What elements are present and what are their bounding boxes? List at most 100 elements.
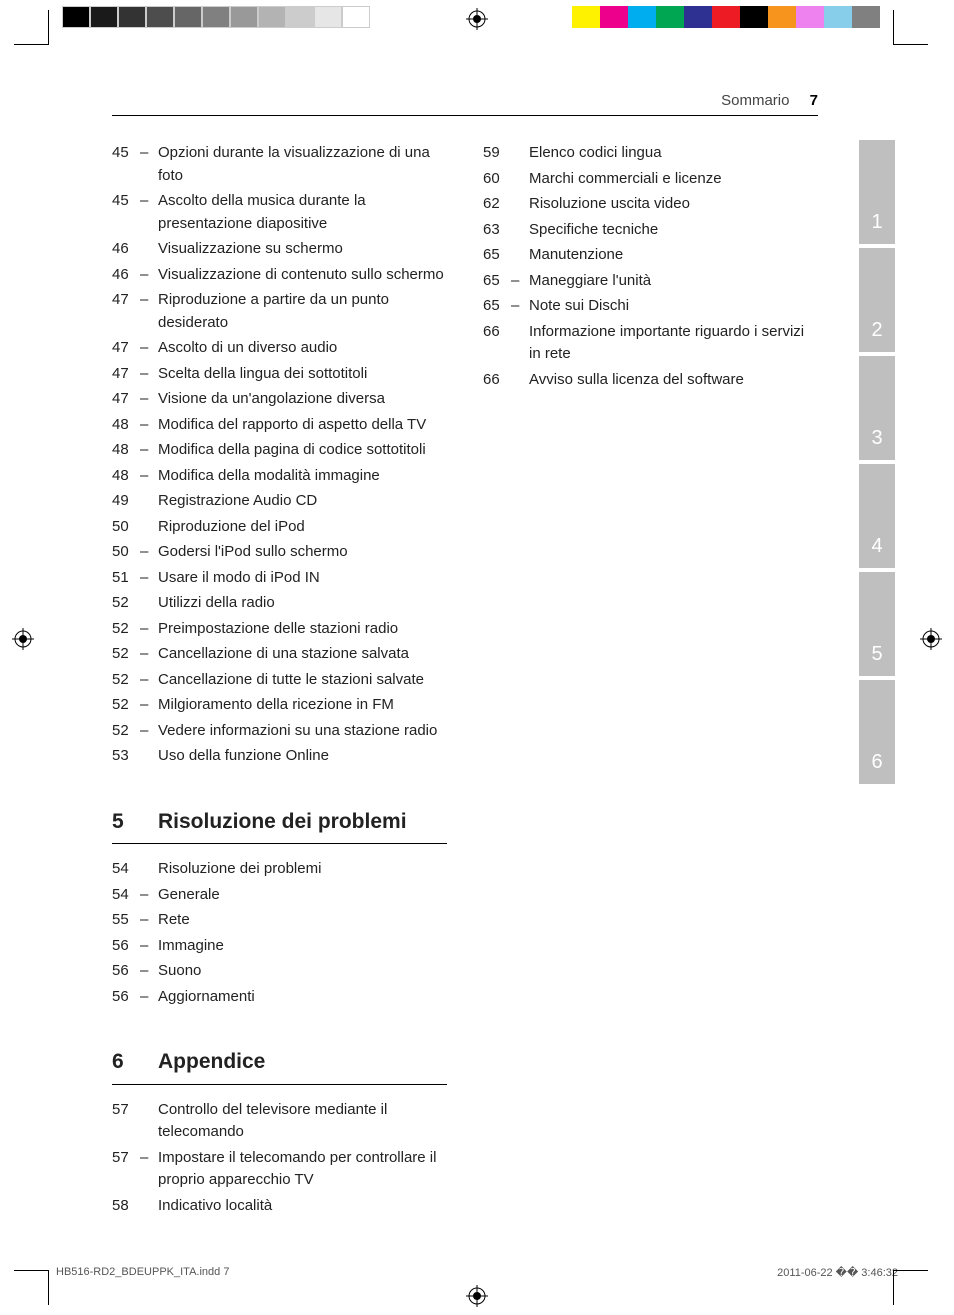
header-label: Sommario [721, 92, 789, 109]
toc-item: 56–Suono [112, 960, 447, 983]
toc-page-number: 52 [112, 694, 140, 717]
toc-text: Uso della funzione Online [158, 745, 447, 768]
toc-dash: – [511, 295, 529, 318]
toc-item: 57–Impostare il telecomando per controll… [112, 1147, 447, 1192]
registration-mark-icon [920, 628, 942, 650]
toc-item: 52–Vedere informazioni su una stazione r… [112, 720, 447, 743]
toc-dash: – [140, 618, 158, 641]
color-bar [572, 6, 880, 28]
toc-text: Preimpostazione delle stazioni radio [158, 618, 447, 641]
toc-page-number: 51 [112, 567, 140, 590]
toc-page-number: 52 [112, 618, 140, 641]
toc-item: 48–Modifica della pagina di codice sotto… [112, 439, 447, 462]
toc-dash: – [140, 1147, 158, 1192]
toc-dash: – [511, 270, 529, 293]
chapter-tab: 4 [859, 464, 895, 568]
section-heading: 5Risoluzione dei problemi [112, 806, 447, 845]
toc-text: Specifiche tecniche [529, 219, 818, 242]
toc-item: 52–Cancellazione di tutte le stazioni sa… [112, 669, 447, 692]
toc-item: 47–Riproduzione a partire da un punto de… [112, 289, 447, 334]
toc-item: 54–Generale [112, 884, 447, 907]
toc-page-number: 58 [112, 1195, 140, 1218]
toc-page-number: 45 [112, 142, 140, 187]
toc-item: 52 Utilizzi della radio [112, 592, 447, 615]
toc-dash [140, 1099, 158, 1144]
toc-text: Indicativo località [158, 1195, 447, 1218]
toc-item: 56–Aggiornamenti [112, 986, 447, 1009]
toc-item: 52–Cancellazione di una stazione salvata [112, 643, 447, 666]
toc-text: Visualizzazione su schermo [158, 238, 447, 261]
grayscale-bar [62, 6, 370, 28]
toc-text: Rete [158, 909, 447, 932]
toc-dash: – [140, 264, 158, 287]
toc-text: Utilizzi della radio [158, 592, 447, 615]
toc-item: 53Uso della funzione Online [112, 745, 447, 768]
toc-item: 66 Avviso sulla licenza del software [483, 369, 818, 392]
toc-page-number: 50 [112, 541, 140, 564]
toc-dash: – [140, 567, 158, 590]
toc-page-number: 54 [112, 884, 140, 907]
toc-page-number: 52 [112, 643, 140, 666]
toc-dash [511, 142, 529, 165]
toc-page-number: 60 [483, 168, 511, 191]
toc-text: Ascolto della musica durante la presenta… [158, 190, 447, 235]
toc-text: Ascolto di un diverso audio [158, 337, 447, 360]
toc-dash [140, 490, 158, 513]
toc-page-number: 45 [112, 190, 140, 235]
toc-text: Manutenzione [529, 244, 818, 267]
toc-text: Elenco codici lingua [529, 142, 818, 165]
toc-page-number: 52 [112, 592, 140, 615]
toc-text: Godersi l'iPod sullo schermo [158, 541, 447, 564]
toc-dash: – [140, 337, 158, 360]
toc-page-number: 66 [483, 321, 511, 366]
toc-text: Opzioni durante la visualizzazione di un… [158, 142, 447, 187]
toc-item: 54Risoluzione dei problemi [112, 858, 447, 881]
toc-text: Modifica della pagina di codice sottotit… [158, 439, 447, 462]
toc-text: Visione da un'angolazione diversa [158, 388, 447, 411]
toc-item: 55–Rete [112, 909, 447, 932]
toc-text: Avviso sulla licenza del software [529, 369, 818, 392]
toc-page-number: 48 [112, 465, 140, 488]
toc-dash [511, 219, 529, 242]
toc-dash [140, 516, 158, 539]
toc-text: Aggiornamenti [158, 986, 447, 1009]
toc-dash [140, 238, 158, 261]
toc-item: 52–Preimpostazione delle stazioni radio [112, 618, 447, 641]
toc-dash: – [140, 669, 158, 692]
toc-dash: – [140, 935, 158, 958]
toc-item: 49Registrazione Audio CD [112, 490, 447, 513]
toc-text: Scelta della lingua dei sottotitoli [158, 363, 447, 386]
toc-item: 62Risoluzione uscita video [483, 193, 818, 216]
toc-dash [140, 858, 158, 881]
toc-dash [140, 1195, 158, 1218]
toc-item: 48–Modifica del rapporto di aspetto dell… [112, 414, 447, 437]
toc-item: 58 Indicativo località [112, 1195, 447, 1218]
toc-page-number: 47 [112, 289, 140, 334]
toc-page-number: 56 [112, 960, 140, 983]
toc-page-number: 48 [112, 414, 140, 437]
toc-dash: – [140, 289, 158, 334]
section-number: 5 [112, 806, 158, 838]
toc-dash: – [140, 884, 158, 907]
toc-text: Note sui Dischi [529, 295, 818, 318]
toc-text: Cancellazione di una stazione salvata [158, 643, 447, 666]
toc-page-number: 49 [112, 490, 140, 513]
toc-page-number: 52 [112, 669, 140, 692]
toc-item: 52–Milgioramento della ricezione in FM [112, 694, 447, 717]
toc-page-number: 55 [112, 909, 140, 932]
toc-text: Suono [158, 960, 447, 983]
toc-item: 50–Godersi l'iPod sullo schermo [112, 541, 447, 564]
toc-page-number: 47 [112, 363, 140, 386]
chapter-tab: 1 [859, 140, 895, 244]
toc-text: Generale [158, 884, 447, 907]
page-header: Sommario 7 [112, 92, 818, 116]
toc-dash [511, 193, 529, 216]
toc-dash: – [140, 388, 158, 411]
toc-item: 47–Ascolto di un diverso audio [112, 337, 447, 360]
toc-page-number: 66 [483, 369, 511, 392]
toc-text: Modifica della modalità immagine [158, 465, 447, 488]
toc-item: 47–Visione da un'angolazione diversa [112, 388, 447, 411]
toc-page-number: 46 [112, 264, 140, 287]
toc-dash [511, 369, 529, 392]
toc-dash: – [140, 414, 158, 437]
